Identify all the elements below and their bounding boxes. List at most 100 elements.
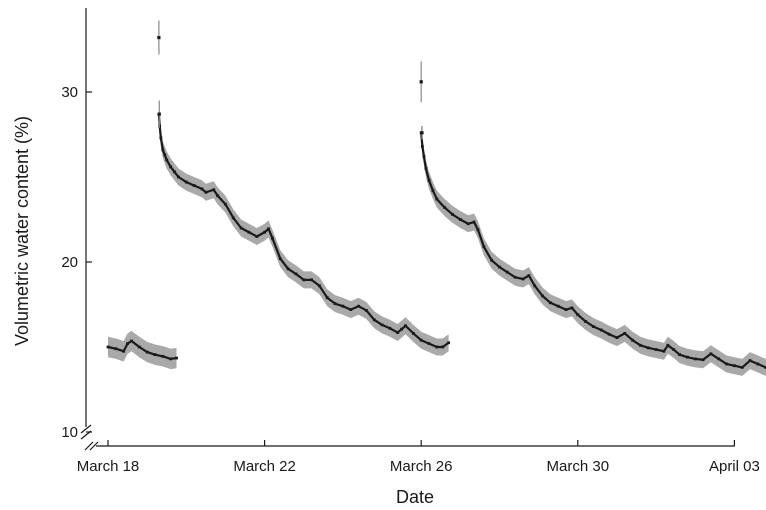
data-point	[639, 343, 642, 347]
data-point	[541, 294, 544, 298]
data-point	[404, 324, 407, 328]
data-point	[584, 320, 588, 323]
data-point	[740, 366, 744, 369]
data-point	[114, 347, 118, 351]
data-point	[556, 304, 560, 308]
data-point	[357, 304, 360, 308]
data-point	[325, 296, 329, 300]
data-point	[615, 336, 619, 340]
data-point	[527, 274, 531, 277]
data-point	[419, 338, 423, 342]
data-point	[490, 258, 494, 262]
data-point	[177, 175, 180, 179]
data-point	[482, 245, 486, 249]
y-ticks: 10 20 30	[61, 84, 92, 441]
data-point	[441, 345, 445, 349]
data-point	[372, 318, 376, 322]
data-point	[420, 145, 424, 148]
series-line-3	[420, 132, 766, 369]
data-point	[173, 170, 176, 174]
data-point	[212, 188, 216, 192]
data-point	[216, 194, 220, 198]
x-tick-label: March 26	[390, 458, 453, 475]
data-point	[122, 349, 126, 353]
x-tick-label: March 18	[77, 458, 140, 475]
data-point	[239, 226, 243, 230]
data-point	[255, 235, 259, 238]
data-point	[163, 153, 167, 157]
data-point	[599, 328, 603, 332]
data-point	[748, 359, 752, 362]
data-point	[427, 342, 431, 345]
error-point-marker	[157, 36, 161, 40]
x-axis-label: Date	[396, 487, 434, 507]
data-point	[521, 277, 525, 281]
data-point	[165, 158, 169, 162]
data-point	[472, 220, 476, 224]
data-point	[267, 227, 270, 231]
data-point	[666, 343, 670, 347]
data-point	[318, 284, 321, 288]
series-line-2	[157, 114, 450, 349]
x-tick-label: March 22	[233, 458, 296, 475]
data-point	[400, 327, 404, 331]
uncertainty-bands	[108, 105, 766, 376]
data-point	[717, 357, 721, 361]
data-point	[161, 354, 165, 358]
data-point	[388, 326, 392, 330]
data-point	[533, 284, 537, 288]
data-point	[159, 136, 163, 140]
data-point	[263, 230, 266, 234]
data-point	[184, 180, 188, 184]
data-point	[678, 353, 681, 357]
data-point	[646, 346, 650, 350]
data-point	[153, 353, 157, 357]
data-point	[431, 189, 435, 192]
y-tick-label: 10	[61, 424, 78, 441]
data-point	[380, 323, 384, 327]
error-point	[157, 20, 161, 55]
x-tick-label: April 03	[709, 458, 760, 475]
axes	[80, 8, 735, 451]
data-point	[169, 165, 173, 169]
x-ticks: March 18 March 22 March 26 March 30 April 03	[77, 440, 760, 475]
error-point	[157, 100, 161, 128]
data-point	[623, 332, 627, 335]
data-point	[466, 222, 470, 226]
data-point	[592, 325, 595, 328]
data-point	[498, 265, 501, 269]
data-point	[137, 345, 141, 349]
x-axis-break	[84, 441, 99, 451]
data-point	[733, 364, 736, 368]
data-point	[302, 278, 306, 282]
data-point	[725, 362, 728, 366]
data-point	[169, 357, 173, 361]
data-point	[130, 339, 133, 343]
data-point	[693, 357, 697, 361]
data-point	[424, 167, 428, 170]
data-point	[756, 362, 760, 366]
data-point	[175, 356, 178, 360]
data-point	[247, 230, 251, 234]
series-lines	[106, 112, 766, 369]
y-tick-label: 30	[61, 84, 78, 101]
data-point	[364, 309, 368, 312]
data-point	[513, 275, 517, 279]
data-point	[145, 350, 149, 354]
data-point	[427, 179, 431, 182]
data-point	[443, 206, 447, 209]
uncertainty-band-3	[421, 124, 766, 376]
data-point	[349, 308, 353, 311]
data-point	[548, 301, 552, 305]
error-point-marker	[419, 80, 423, 84]
data-point	[607, 332, 611, 336]
data-point	[224, 202, 227, 206]
data-point	[231, 216, 235, 220]
data-point	[505, 270, 509, 274]
data-point	[564, 308, 568, 311]
data-point	[333, 302, 337, 306]
data-point	[294, 272, 298, 276]
y-axis-label: Volumetric water content (%)	[12, 116, 32, 346]
data-point	[458, 218, 462, 221]
data-point	[161, 148, 165, 152]
